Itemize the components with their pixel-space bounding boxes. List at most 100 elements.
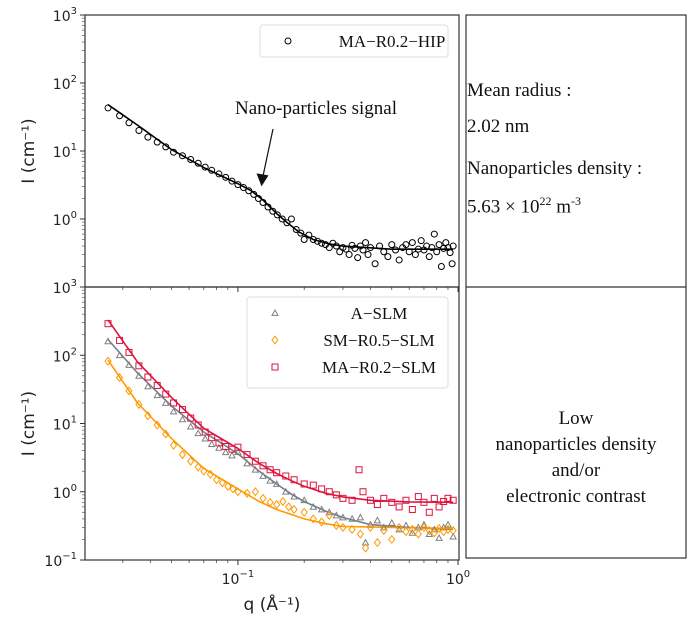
legend-box	[246, 296, 449, 389]
series-layer	[104, 319, 457, 553]
data-point	[186, 422, 195, 430]
density-mantissa: 5.63 × 10	[467, 196, 540, 218]
data-point	[300, 235, 308, 243]
mean-radius-value: 2.02 nm	[467, 116, 530, 137]
data-point	[425, 530, 434, 537]
side-panel-bottom: Low nanoparticles density and/or electro…	[466, 406, 686, 510]
data-point	[430, 528, 438, 538]
density-value: 5.63 × 1022 m-3	[467, 194, 642, 218]
data-point	[395, 256, 403, 264]
data-point	[162, 143, 170, 151]
data-point	[290, 492, 298, 500]
data-point	[266, 476, 274, 484]
data-point	[178, 152, 186, 160]
data-point	[251, 487, 259, 497]
data-point	[402, 496, 410, 504]
data-point	[376, 242, 384, 250]
data-point	[144, 382, 152, 390]
data-point	[125, 386, 133, 396]
data-point	[332, 520, 340, 531]
data-point	[250, 190, 258, 198]
data-point	[273, 499, 281, 510]
data-point	[234, 443, 242, 451]
data-point	[135, 127, 143, 135]
density-unit: m	[551, 196, 571, 218]
data-point	[259, 462, 267, 470]
data-point	[234, 448, 242, 456]
data-point	[411, 251, 419, 259]
data-point	[201, 428, 209, 436]
data-point	[373, 537, 382, 548]
data-point	[125, 348, 133, 356]
data-point	[305, 231, 313, 239]
data-point	[317, 505, 326, 513]
data-point	[266, 466, 274, 474]
y-tick-label: 100	[53, 483, 77, 502]
data-point	[215, 170, 223, 178]
data-point	[408, 524, 416, 535]
data-point	[332, 242, 340, 250]
data-point	[222, 173, 230, 181]
data-point	[229, 484, 237, 494]
annotation-text: Nano-particles signal	[235, 98, 397, 119]
data-point	[224, 481, 232, 491]
data-point	[161, 398, 170, 406]
data-point	[170, 148, 178, 156]
data-point	[104, 320, 112, 328]
data-point	[221, 448, 230, 456]
data-point	[290, 476, 298, 484]
data-point	[380, 525, 388, 536]
data-point	[245, 187, 253, 195]
data-point	[366, 244, 374, 252]
data-point	[366, 520, 375, 528]
data-point	[273, 211, 281, 219]
data-point	[405, 248, 413, 256]
data-point	[318, 485, 326, 493]
data-point	[218, 478, 227, 488]
data-point	[287, 215, 295, 223]
data-point	[208, 434, 216, 442]
data-point	[435, 241, 443, 249]
data-point	[339, 522, 347, 533]
data-point	[318, 239, 326, 247]
data-point	[309, 235, 317, 243]
data-point	[437, 263, 445, 271]
data-point	[444, 494, 452, 502]
data-point	[356, 529, 365, 539]
data-point	[162, 429, 170, 439]
data-point	[194, 462, 202, 472]
fit-line	[107, 338, 454, 531]
data-point	[115, 373, 124, 383]
legend-label: SM−R0.5−SLM	[323, 331, 434, 350]
data-point	[144, 373, 152, 381]
data-point	[430, 230, 438, 238]
y-tick-label: 103	[53, 6, 77, 25]
data-point	[366, 496, 374, 504]
data-point	[153, 138, 161, 146]
data-point	[125, 360, 133, 368]
data-point	[116, 336, 124, 344]
data-point	[278, 215, 286, 223]
data-point	[206, 469, 215, 479]
x-axis-label: q (Å⁻¹)	[244, 593, 301, 615]
data-point	[207, 440, 216, 447]
density-label: Nanoparticles density :	[467, 158, 643, 179]
data-point	[325, 508, 334, 516]
data-point	[300, 480, 308, 488]
data-point	[272, 479, 281, 487]
data-point	[144, 133, 152, 141]
data-point	[325, 244, 333, 252]
data-point	[187, 456, 195, 466]
data-point	[414, 529, 422, 539]
data-point	[449, 525, 457, 536]
arrow-head	[256, 173, 269, 187]
data-point	[420, 520, 428, 528]
note-line: electronic contrast	[506, 486, 646, 507]
data-point	[342, 245, 350, 253]
data-point	[162, 390, 170, 398]
data-point	[433, 248, 441, 256]
legend-marker	[271, 308, 279, 316]
data-point	[448, 260, 456, 268]
data-point	[430, 494, 438, 502]
